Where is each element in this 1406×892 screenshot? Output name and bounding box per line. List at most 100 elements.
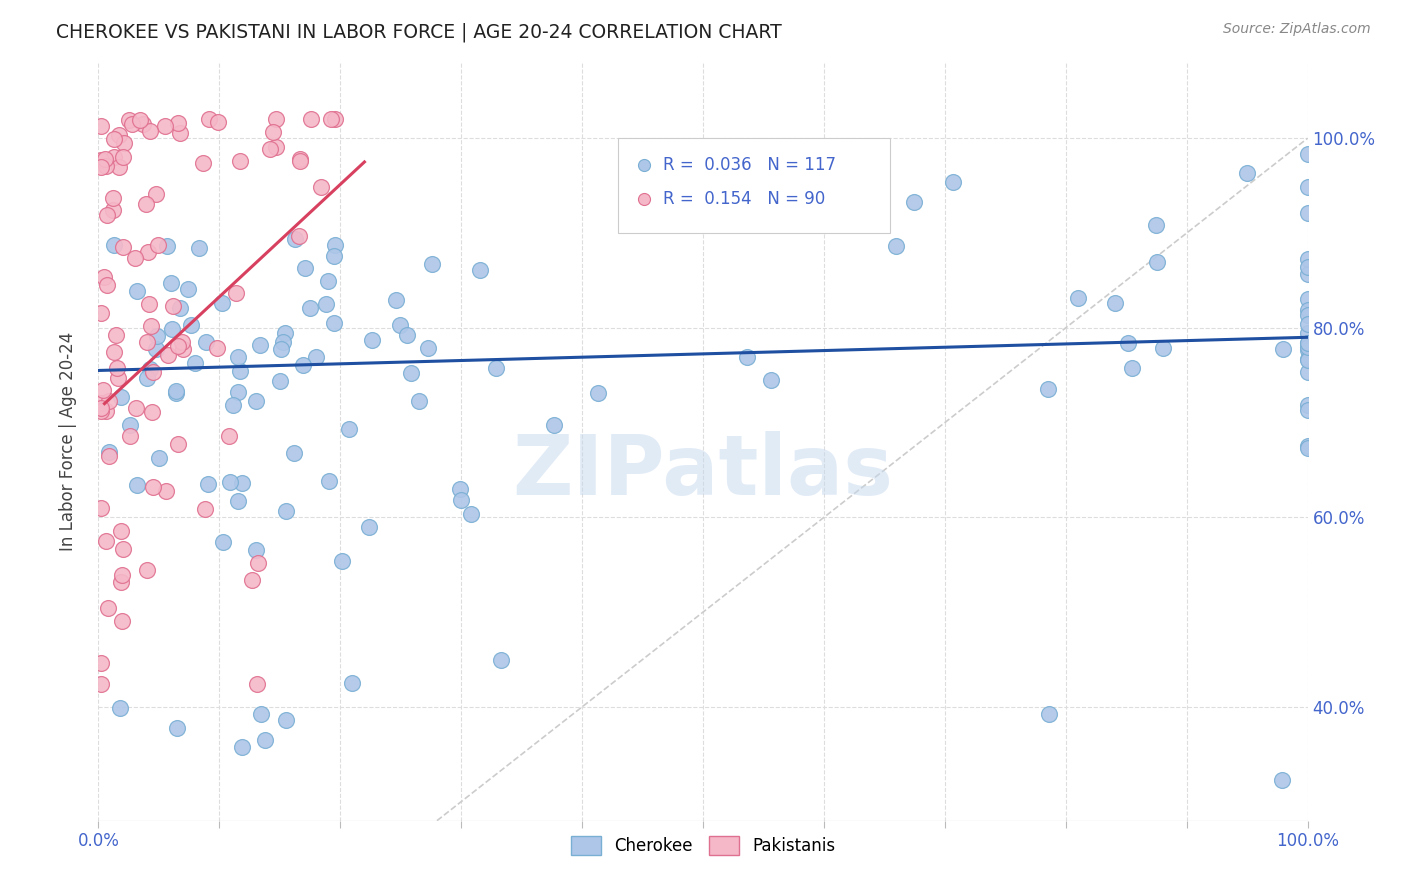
Point <box>141 318 163 333</box>
Point <box>269 374 291 388</box>
Point <box>90 677 112 691</box>
Y-axis label: In Labor Force | Age 20-24: In Labor Force | Age 20-24 <box>59 332 77 551</box>
Point <box>108 700 131 714</box>
Point <box>264 139 287 153</box>
Point <box>323 112 346 127</box>
Point <box>165 385 187 400</box>
Point <box>249 338 271 352</box>
Point <box>98 445 121 459</box>
Point <box>304 351 326 365</box>
Point <box>165 384 187 398</box>
Point <box>125 401 148 415</box>
Point <box>197 477 219 491</box>
Point <box>111 150 134 164</box>
Point <box>138 297 160 311</box>
Point <box>1296 206 1319 220</box>
Point <box>319 112 342 127</box>
Point <box>299 301 322 316</box>
Point <box>103 238 125 252</box>
Point <box>323 316 346 330</box>
Point <box>342 676 364 690</box>
Point <box>1296 398 1319 412</box>
Point <box>245 543 267 558</box>
Point <box>292 359 315 373</box>
Text: ZIPatlas: ZIPatlas <box>513 432 893 512</box>
Point <box>225 286 247 301</box>
Legend: Cherokee, Pakistanis: Cherokee, Pakistanis <box>564 829 842 862</box>
Point <box>259 142 281 156</box>
Point <box>141 405 163 419</box>
Point <box>228 153 250 168</box>
Point <box>111 542 134 557</box>
Point <box>1296 440 1319 454</box>
Point <box>194 502 217 516</box>
Point <box>112 136 135 150</box>
Point <box>254 732 277 747</box>
Point <box>1296 147 1319 161</box>
Point <box>180 318 202 332</box>
Point <box>246 677 269 691</box>
Point <box>136 371 159 385</box>
Point <box>136 334 159 349</box>
Point <box>1296 336 1319 351</box>
Point <box>145 343 167 357</box>
Point <box>226 493 249 508</box>
Point <box>156 239 179 253</box>
Text: R =  0.154   N = 90: R = 0.154 N = 90 <box>664 190 825 208</box>
Point <box>942 175 965 189</box>
Point <box>90 396 112 410</box>
Point <box>1144 218 1167 232</box>
Point <box>1038 707 1060 722</box>
Point <box>138 362 160 376</box>
Point <box>231 475 253 490</box>
Point <box>416 341 439 355</box>
Point <box>361 334 384 348</box>
Point <box>98 449 121 463</box>
Point <box>1296 252 1319 266</box>
Point <box>172 335 194 350</box>
Point <box>226 351 249 365</box>
Point <box>1121 360 1143 375</box>
Point <box>94 534 117 549</box>
Point <box>294 261 316 276</box>
Point <box>135 197 157 211</box>
Point <box>132 118 155 132</box>
Point <box>101 202 124 217</box>
Point <box>420 257 443 271</box>
Point <box>1296 441 1319 455</box>
Point <box>96 278 118 293</box>
Point <box>388 318 411 333</box>
Point <box>489 653 512 667</box>
Point <box>1296 308 1319 322</box>
Point <box>107 371 129 385</box>
Point <box>1104 296 1126 310</box>
Point <box>159 276 181 290</box>
Point <box>96 208 118 222</box>
Point <box>169 126 191 140</box>
Point <box>218 429 240 443</box>
Point <box>337 422 360 436</box>
Point <box>194 335 217 350</box>
Point <box>229 364 252 378</box>
Point <box>761 373 783 387</box>
Point <box>633 301 655 316</box>
Point <box>1236 166 1258 180</box>
Point <box>1296 267 1319 281</box>
Point <box>323 250 346 264</box>
Point <box>1152 341 1174 355</box>
Point <box>172 343 194 357</box>
Point <box>90 153 112 168</box>
Point <box>311 179 333 194</box>
Point <box>167 436 190 450</box>
Text: CHEROKEE VS PAKISTANI IN LABOR FORCE | AGE 20-24 CORRELATION CHART: CHEROKEE VS PAKISTANI IN LABOR FORCE | A… <box>56 22 782 42</box>
Point <box>276 713 298 727</box>
Point <box>90 119 112 133</box>
Point <box>91 383 114 397</box>
Point <box>90 404 112 418</box>
Point <box>93 270 115 285</box>
Point <box>1296 403 1319 417</box>
Point <box>470 262 492 277</box>
Point <box>1116 336 1139 351</box>
Point <box>449 483 471 497</box>
Point <box>1067 291 1090 305</box>
